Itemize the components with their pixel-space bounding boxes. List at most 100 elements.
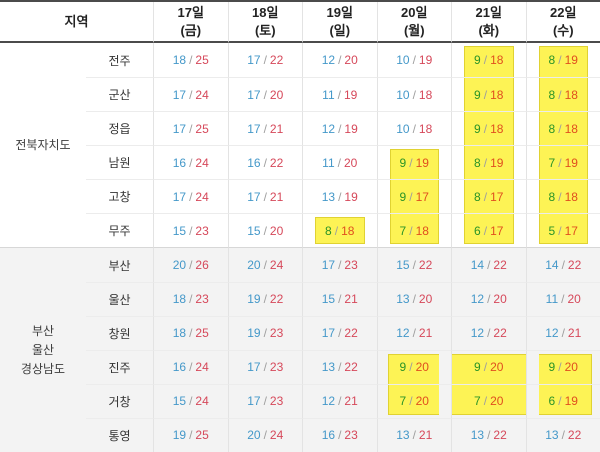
temp-cell: 18/23 (153, 281, 228, 316)
low-temp: 16 (172, 155, 187, 170)
low-temp: 15 (396, 258, 410, 273)
high-temp: 20 (344, 53, 358, 68)
region-name: 정읍 (86, 111, 153, 145)
low-temp: 9 (474, 53, 481, 68)
high-temp: 22 (344, 326, 358, 341)
low-temp: 13 (470, 428, 485, 443)
low-temp: 7 (548, 155, 556, 170)
high-temp: 23 (269, 360, 284, 375)
temp-cell: 11/20 (525, 281, 600, 316)
temp-cell: 11/19 (302, 77, 377, 112)
temp-separator: / (409, 155, 413, 170)
temp-cell: 17/22 (227, 43, 303, 78)
temp-separator: / (412, 292, 416, 307)
low-temp: 17 (172, 87, 187, 102)
high-temp: 22 (269, 155, 284, 170)
temp-separator: / (189, 428, 193, 443)
high-temp: 17 (564, 223, 578, 238)
low-temp: 17 (247, 394, 261, 409)
low-temp: 14 (470, 258, 485, 273)
temp-cell: 13/20 (376, 281, 451, 316)
highlight-overlay (464, 112, 514, 146)
region-name: 진주 (86, 349, 153, 384)
temp-cell: 15/20 (227, 213, 302, 248)
low-temp: 8 (548, 53, 556, 68)
low-temp: 16 (321, 428, 336, 443)
high-temp: 19 (564, 394, 578, 409)
temp-separator: / (409, 189, 413, 204)
column-header-date: 19일 (일) (302, 2, 377, 43)
highlight-overlay (464, 146, 514, 180)
low-temp: 13 (545, 428, 559, 443)
temp-separator: / (483, 53, 488, 68)
temp-cell: 16/24 (153, 349, 228, 384)
high-temp: 23 (344, 258, 358, 273)
high-temp: 23 (195, 223, 209, 238)
temp-separator: / (337, 155, 341, 170)
region-name: 전주 (108, 53, 131, 68)
temp-cell: 10/19 (376, 43, 452, 78)
temp-separator: / (412, 428, 416, 443)
low-temp: 8 (474, 189, 481, 204)
region-name: 군산 (86, 77, 153, 111)
high-temp: 20 (567, 292, 581, 307)
temp-cell: 9/20 (376, 349, 451, 384)
high-temp: 21 (269, 189, 284, 204)
temp-cell: 7/18 (376, 213, 451, 248)
low-temp: 8 (325, 223, 332, 238)
high-temp: 18 (418, 87, 433, 102)
temp-separator: / (487, 258, 491, 273)
temp-separator: / (558, 53, 562, 68)
date-day-label: 18일 (252, 4, 279, 20)
temp-cell: 19/22 (227, 281, 302, 316)
high-temp: 19 (415, 155, 429, 170)
low-temp: 9 (474, 121, 481, 136)
temp-separator: / (263, 155, 267, 170)
highlight-overlay (538, 46, 588, 78)
low-temp: 15 (321, 292, 336, 307)
low-temp: 7 (399, 223, 407, 238)
column-header-region: 지역 (0, 2, 153, 43)
high-temp: 17 (490, 223, 504, 238)
high-temp: 24 (195, 155, 209, 170)
region-group-label: 전북자치도 (15, 137, 71, 152)
temp-cell: 19/23 (227, 315, 302, 350)
temp-separator: / (412, 258, 416, 273)
temp-cell: 8/18 (302, 213, 377, 248)
temp-separator: / (189, 258, 193, 273)
high-temp: 24 (195, 189, 209, 204)
low-temp: 17 (247, 87, 261, 102)
temp-cell: 11/20 (302, 145, 377, 180)
low-temp: 20 (172, 258, 187, 273)
low-temp: 12 (470, 292, 485, 307)
low-temp: 13 (321, 360, 336, 375)
high-temp: 22 (493, 428, 507, 443)
temp-cell: 12/21 (302, 383, 377, 418)
temp-cell: 10/18 (376, 111, 451, 146)
highlight-overlay (464, 78, 514, 112)
temp-cell: 17/21 (227, 179, 302, 214)
low-temp: 11 (322, 87, 335, 102)
temp-separator: / (338, 258, 342, 273)
temp-separator: / (338, 189, 342, 204)
temp-separator: / (338, 428, 342, 443)
temp-cell: 16/22 (227, 145, 302, 180)
high-temp: 24 (269, 258, 284, 273)
highlight-overlay (387, 384, 439, 415)
highlight-overlay (389, 214, 439, 245)
column-header-date: 18일 (토) (227, 2, 302, 43)
temp-separator: / (487, 326, 491, 341)
temp-cell: 13/22 (525, 417, 600, 452)
highlight-overlay (452, 353, 526, 384)
low-temp: 17 (247, 121, 261, 136)
date-day-label: 22일 (550, 4, 577, 20)
temp-separator: / (558, 394, 562, 409)
temp-separator: / (412, 53, 416, 68)
high-temp: 22 (418, 258, 433, 273)
temp-separator: / (483, 360, 488, 375)
temp-separator: / (412, 87, 416, 102)
temp-separator: / (189, 223, 193, 238)
column-header-date: 22일 (수) (525, 2, 600, 43)
